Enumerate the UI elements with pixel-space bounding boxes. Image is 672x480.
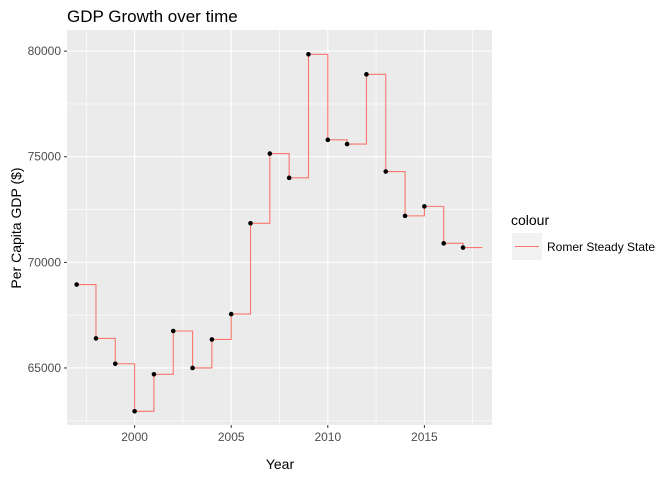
y-axis-title: Per Capita GDP ($) xyxy=(8,167,24,288)
y-tick-label: 80000 xyxy=(28,44,62,58)
step-line-romer-steady-state xyxy=(76,53,483,412)
plot-panel xyxy=(67,30,492,425)
data-point xyxy=(422,204,427,209)
data-point xyxy=(286,175,292,181)
data-point xyxy=(228,311,234,317)
legend-title: colour xyxy=(511,212,549,228)
x-tick-label: 2005 xyxy=(218,430,245,444)
y-tick-label: 75000 xyxy=(28,150,62,164)
data-point xyxy=(402,213,408,219)
data-point xyxy=(267,151,273,156)
data-point xyxy=(74,282,79,287)
grid-major xyxy=(67,30,492,425)
data-point xyxy=(190,365,195,371)
x-tick-label: 2000 xyxy=(121,430,148,444)
legend: colour Romer Steady State xyxy=(511,212,655,260)
data-point xyxy=(383,169,389,174)
data-point xyxy=(151,372,157,377)
series-layer xyxy=(74,51,483,414)
y-tick-label: 70000 xyxy=(28,255,62,269)
data-point xyxy=(93,336,99,341)
data-point xyxy=(209,337,215,342)
x-axis-title: Year xyxy=(266,456,295,472)
data-point xyxy=(460,245,466,250)
data-point xyxy=(364,72,369,77)
data-point xyxy=(325,137,331,143)
data-point xyxy=(306,51,311,57)
x-tick-label: 2015 xyxy=(411,430,438,444)
grid-minor xyxy=(67,30,492,425)
data-point xyxy=(132,408,137,414)
data-point xyxy=(170,328,176,334)
y-tick-label: 65000 xyxy=(28,361,62,375)
data-point xyxy=(441,241,447,246)
y-axis: 65000 70000 75000 80000 xyxy=(28,44,67,375)
data-point xyxy=(344,141,350,147)
chart-title: GDP Growth over time xyxy=(67,7,238,26)
legend-label: Romer Steady State xyxy=(547,240,655,254)
x-tick-label: 2010 xyxy=(314,430,341,444)
data-point xyxy=(112,361,118,367)
data-point xyxy=(248,220,253,226)
x-axis: 2000 2005 2010 2015 xyxy=(121,425,438,444)
